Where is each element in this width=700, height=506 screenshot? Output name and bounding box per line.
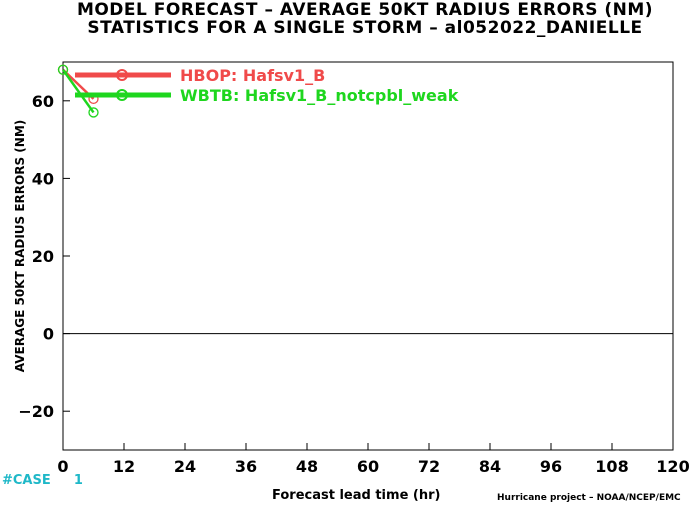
legend-marker-1 [116,69,128,81]
x-tick-label: 0 [57,457,68,476]
chart-title: MODEL FORECAST – AVERAGE 50KT RADIUS ERR… [76,0,654,20]
x-tick-label: 96 [540,457,562,476]
legend-label-1: HBOP: Hafsv1_B [180,66,325,85]
plot-frame [62,61,674,451]
series-line-2 [61,69,95,114]
credit-text: Hurricane project – NOAA/NCEP/EMC [497,493,681,503]
case-count-label: #CASE [2,473,51,488]
x-tick-label: 60 [357,457,379,476]
chart-subtitle: STATISTICS FOR A SINGLE STORM – al052022… [87,18,643,38]
series-point-2 [57,64,69,75]
y-tick-label: 20 [32,247,54,266]
x-tick-label: 120 [656,457,689,476]
x-tick-label: 12 [113,457,135,476]
x-tick-label: 108 [595,457,628,476]
case-count-value: 1 [73,473,83,488]
x-tick-label: 36 [235,457,257,476]
legend-label-2: WBTB: Hafsv1_B_notcpbl_weak [180,86,459,105]
y-tick-label: 60 [32,92,54,111]
legend-marker-2 [116,89,128,101]
x-tick-label: 48 [296,457,318,476]
y-tick-label: 0 [43,325,54,344]
y-tick-label: 40 [32,169,54,188]
x-tick-label: 84 [479,457,501,476]
y-tick-label: −20 [18,402,54,421]
y-axis-label: AVERAGE 50KT RADIUS ERRORS (NM) [13,120,27,372]
x-tick-label: 72 [418,457,440,476]
case-count: #CASE 1 [2,473,83,488]
series-point-2 [88,107,99,118]
x-tick-label: 24 [174,457,196,476]
x-axis-label: Forecast lead time (hr) [272,488,441,503]
